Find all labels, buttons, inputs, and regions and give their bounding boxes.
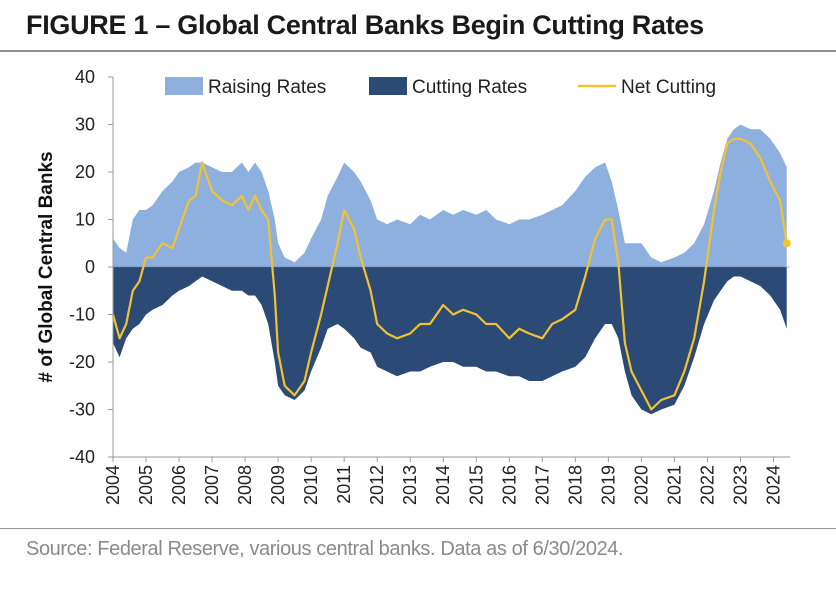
x-tick-label: 2019 [598, 465, 618, 505]
legend-label: Net Cutting [621, 77, 716, 98]
x-axis-ticks: 2004 2005 2006 2007 2008 2009 2010 2011 2012 2013… [103, 457, 783, 505]
legend-swatch [165, 77, 203, 95]
legend-label: Raising Rates [208, 77, 326, 98]
x-tick-label: 2024 [763, 465, 783, 505]
y-tick-label: 20 [75, 162, 95, 182]
central-banks-chart: Raising Rates Cutting Rates Net Cutting 40… [36, 67, 791, 505]
y-tick-label: -30 [69, 400, 95, 420]
y-tick-label: 30 [75, 115, 95, 135]
x-tick-label: 2018 [565, 465, 585, 505]
x-tick-label: 2012 [367, 465, 387, 505]
y-tick-label: -20 [69, 352, 95, 372]
source-divider [0, 528, 836, 529]
x-tick-label: 2009 [268, 465, 288, 505]
x-tick-label: 2016 [499, 465, 519, 505]
y-tick-label: -10 [69, 305, 95, 325]
net-cutting-endpoint [782, 239, 791, 248]
y-tick-label: -40 [69, 447, 95, 467]
legend-swatch [369, 77, 407, 95]
legend: Raising Rates Cutting Rates Net Cutting [165, 77, 716, 98]
title-divider [0, 50, 836, 52]
x-tick-label: 2020 [631, 465, 651, 505]
x-tick-label: 2011 [334, 465, 354, 504]
x-tick-label: 2021 [664, 465, 684, 505]
y-axis-label: # of Global Central Banks [36, 151, 57, 382]
x-tick-label: 2023 [730, 465, 750, 505]
x-tick-label: 2007 [202, 465, 222, 505]
y-tick-label: 0 [85, 257, 95, 277]
series-cutting-rates-area [113, 267, 787, 415]
series-raising-rates-area [113, 124, 787, 267]
y-tick-label: 40 [75, 67, 95, 87]
x-tick-label: 2008 [235, 465, 255, 505]
x-tick-label: 2006 [169, 465, 189, 505]
x-tick-label: 2014 [433, 465, 453, 505]
figure-title: FIGURE 1 – Global Central Banks Begin Cu… [26, 10, 704, 40]
x-tick-label: 2015 [466, 465, 486, 505]
x-tick-label: 2010 [301, 465, 321, 505]
x-tick-label: 2013 [400, 465, 420, 505]
x-tick-label: 2005 [136, 465, 156, 505]
axes [112, 77, 790, 458]
y-axis-ticks: 40 30 20 10 0 -10 -20 -30 -40 [69, 67, 113, 467]
legend-label: Cutting Rates [412, 77, 527, 98]
source-note: Source: Federal Reserve, various central… [26, 538, 624, 560]
series-net-cutting-line [111, 137, 788, 411]
x-tick-label: 2017 [532, 465, 552, 505]
x-tick-label: 2004 [103, 465, 123, 505]
plot-area [111, 124, 791, 415]
y-tick-label: 10 [75, 210, 95, 230]
x-tick-label: 2022 [697, 465, 717, 505]
